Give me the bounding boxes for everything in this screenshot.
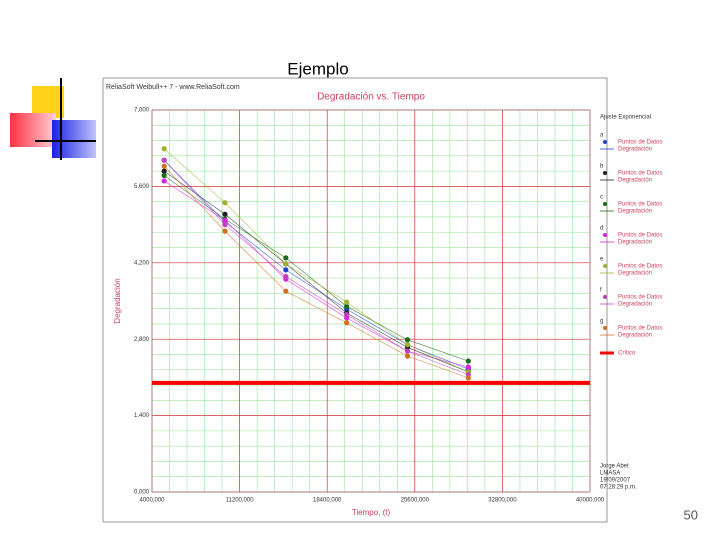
plot-border bbox=[151, 109, 591, 493]
data-point bbox=[222, 217, 228, 223]
data-point bbox=[404, 337, 411, 343]
legend-marker bbox=[603, 233, 607, 237]
y-tick-label: 1,400 bbox=[134, 413, 150, 419]
legend-label: Puntos de Datos bbox=[618, 326, 662, 332]
data-point bbox=[283, 255, 289, 261]
legend-marker bbox=[603, 171, 607, 175]
fit-line bbox=[163, 159, 469, 375]
x-axis-label: Tiempo, (t) bbox=[352, 508, 391, 517]
x-tick-label: 32800,000 bbox=[488, 498, 517, 504]
data-point bbox=[161, 163, 167, 169]
fit-line bbox=[163, 170, 469, 373]
data-point bbox=[404, 348, 411, 354]
legend-series-name: d bbox=[600, 226, 603, 232]
legend-series-name: f bbox=[600, 288, 602, 294]
chart: 4000,000 11200,000 18400,000 25600,000 32800… bbox=[113, 92, 662, 517]
data-point bbox=[222, 211, 228, 217]
slide-title: Ejemplo bbox=[287, 59, 348, 78]
legend-marker bbox=[603, 140, 607, 144]
footer-text: 07:28:29 p.m. bbox=[600, 485, 637, 491]
legend-series-name: g bbox=[600, 319, 603, 325]
y-axis-label: Degradación bbox=[113, 278, 122, 323]
legend-label: Puntos de Datos bbox=[618, 233, 662, 239]
data-point bbox=[161, 168, 167, 174]
legend-marker bbox=[603, 295, 607, 299]
footer-text: 19/09/2007 bbox=[600, 478, 631, 484]
legend-label: Puntos de Datos bbox=[618, 264, 662, 270]
legend-label: Degradación bbox=[618, 302, 652, 308]
data-point bbox=[161, 172, 167, 179]
deco-yellow bbox=[32, 86, 64, 118]
y-tick-label: 0,000 bbox=[134, 490, 150, 496]
footer-text: Jorge Abet bbox=[600, 464, 629, 470]
fit-line bbox=[163, 165, 469, 379]
data-point bbox=[161, 157, 167, 163]
legend-label: Degradación bbox=[618, 271, 652, 277]
x-tick-label: 40000,000 bbox=[576, 498, 605, 504]
legend-label: Puntos de Datos bbox=[618, 171, 662, 177]
data-point bbox=[465, 375, 471, 381]
legend-series-name: c bbox=[600, 195, 603, 201]
data-point bbox=[404, 342, 411, 348]
legend-marker bbox=[603, 202, 607, 206]
legend-series-name: b bbox=[600, 164, 604, 170]
x-tick-label: 4000,000 bbox=[139, 498, 165, 504]
y-tick-label: 5,600 bbox=[134, 184, 150, 190]
y-tick-label: 7,000 bbox=[134, 108, 150, 114]
data-point bbox=[283, 288, 289, 294]
fit-line bbox=[163, 148, 469, 373]
legend-label: Puntos de Datos bbox=[618, 202, 662, 208]
legend-label: Degradación bbox=[618, 178, 652, 184]
chart-title: Degradación vs. Tiempo bbox=[317, 92, 425, 103]
data-point bbox=[161, 178, 167, 184]
legend-title: Ajuste Exponencial bbox=[600, 115, 651, 121]
data-point bbox=[283, 261, 289, 267]
legend-series-name: e bbox=[600, 257, 604, 263]
fit-line bbox=[163, 175, 469, 362]
data-point bbox=[344, 320, 350, 326]
footer-text: LMASA bbox=[600, 471, 620, 477]
data-point bbox=[465, 364, 471, 370]
window-title: ReliaSoft Weibull++ 7 - www.ReliaSoft.co… bbox=[106, 84, 240, 91]
legend-label: Puntos de Datos bbox=[618, 140, 662, 146]
legend-label: Puntos de Datos bbox=[618, 295, 662, 301]
data-point bbox=[344, 303, 350, 310]
data-point bbox=[222, 228, 228, 234]
data-point bbox=[344, 312, 350, 318]
legend-label: Degradación bbox=[618, 240, 652, 246]
y-tick-label: 4,200 bbox=[134, 260, 150, 266]
data-point bbox=[222, 222, 228, 228]
data-point bbox=[161, 146, 167, 152]
legend-label: Degradación bbox=[618, 209, 652, 215]
data-point bbox=[283, 273, 289, 280]
x-tick-label: 11200,000 bbox=[226, 498, 255, 504]
legend-label: Crítico bbox=[618, 351, 636, 357]
deco-blue bbox=[52, 120, 96, 158]
data-point bbox=[283, 267, 289, 273]
legend-label: Degradación bbox=[618, 147, 652, 153]
page-number: 50 bbox=[684, 507, 698, 522]
data-point bbox=[465, 358, 471, 364]
legend-marker bbox=[603, 264, 607, 268]
data-point bbox=[404, 353, 411, 359]
legend-label: Degradación bbox=[618, 333, 652, 339]
legend-marker bbox=[603, 326, 607, 330]
legend-series-name: a bbox=[600, 133, 604, 139]
plot-area bbox=[152, 110, 590, 492]
x-tick-label: 25600,000 bbox=[401, 498, 430, 504]
y-tick-label: 2,800 bbox=[134, 337, 150, 343]
data-point bbox=[344, 299, 350, 305]
data-point bbox=[222, 200, 228, 206]
x-tick-label: 18400,000 bbox=[313, 498, 342, 504]
